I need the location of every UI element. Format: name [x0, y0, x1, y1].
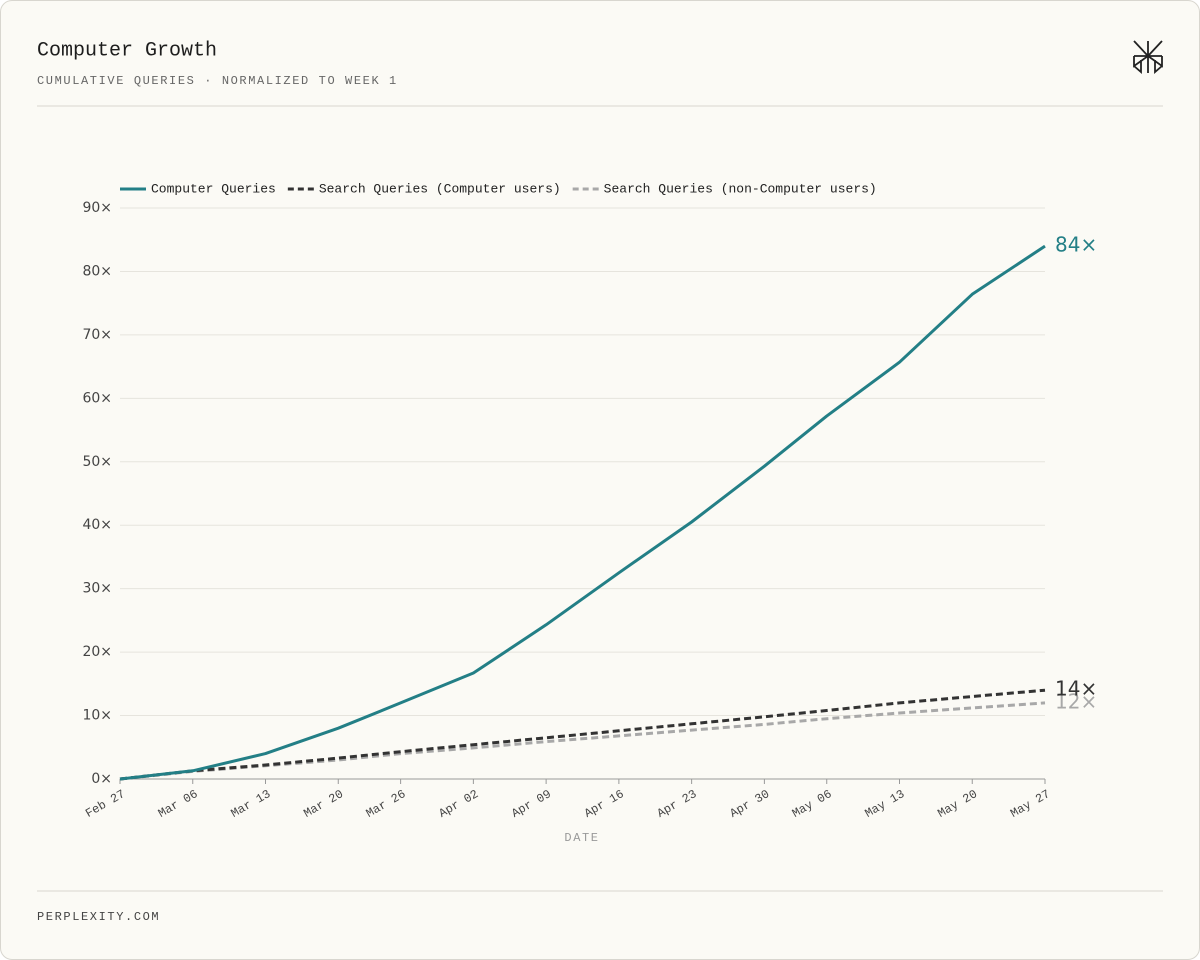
- legend-label: Search Queries (non-Computer users): [604, 181, 877, 196]
- y-tick-label: 50×: [82, 454, 112, 470]
- y-tick-label: 0×: [91, 771, 112, 787]
- x-tick-label: Apr 09: [509, 787, 553, 821]
- end-label: 12×: [1055, 689, 1097, 713]
- x-tick-label: Mar 20: [301, 787, 345, 821]
- subtitle: CUMULATIVE QUERIES · NORMALIZED TO WEEK …: [37, 74, 398, 88]
- x-tick-label: May 20: [935, 787, 979, 821]
- y-tick-label: 90×: [82, 200, 112, 216]
- x-tick-label: May 06: [790, 787, 834, 821]
- x-tick-label: Apr 16: [582, 787, 626, 821]
- x-tick-label: Apr 30: [728, 787, 772, 821]
- x-tick-label: Mar 26: [364, 787, 408, 821]
- legend-label: Search Queries (Computer users): [319, 181, 561, 196]
- y-tick-label: 10×: [82, 708, 112, 724]
- x-tick-label: Mar 06: [156, 787, 200, 821]
- x-tick-label: Apr 02: [437, 787, 481, 821]
- x-axis-label: DATE: [564, 831, 599, 845]
- y-tick-label: 70×: [82, 327, 112, 343]
- series-line: [119, 244, 1046, 781]
- footer: PERPLEXITY.COM: [37, 910, 160, 924]
- x-tick-label: May 13: [863, 787, 907, 821]
- x-tick-label: Apr 23: [655, 787, 699, 821]
- title: Computer Growth: [37, 39, 217, 62]
- y-tick-label: 80×: [82, 263, 112, 279]
- end-label: 84×: [1055, 233, 1097, 257]
- y-tick-label: 40×: [82, 517, 112, 533]
- y-tick-label: 20×: [82, 644, 112, 660]
- series-line: [119, 688, 1046, 781]
- x-tick-label: May 27: [1008, 787, 1052, 821]
- legend-label: Computer Queries: [151, 181, 276, 196]
- x-tick-label: Feb 27: [83, 787, 127, 821]
- logo: [1133, 40, 1163, 74]
- y-tick-label: 30×: [82, 581, 112, 597]
- end-label: 14×: [1055, 677, 1097, 701]
- x-tick-label: Mar 13: [229, 787, 273, 821]
- y-tick-label: 60×: [82, 390, 112, 406]
- series-line: [119, 701, 1046, 781]
